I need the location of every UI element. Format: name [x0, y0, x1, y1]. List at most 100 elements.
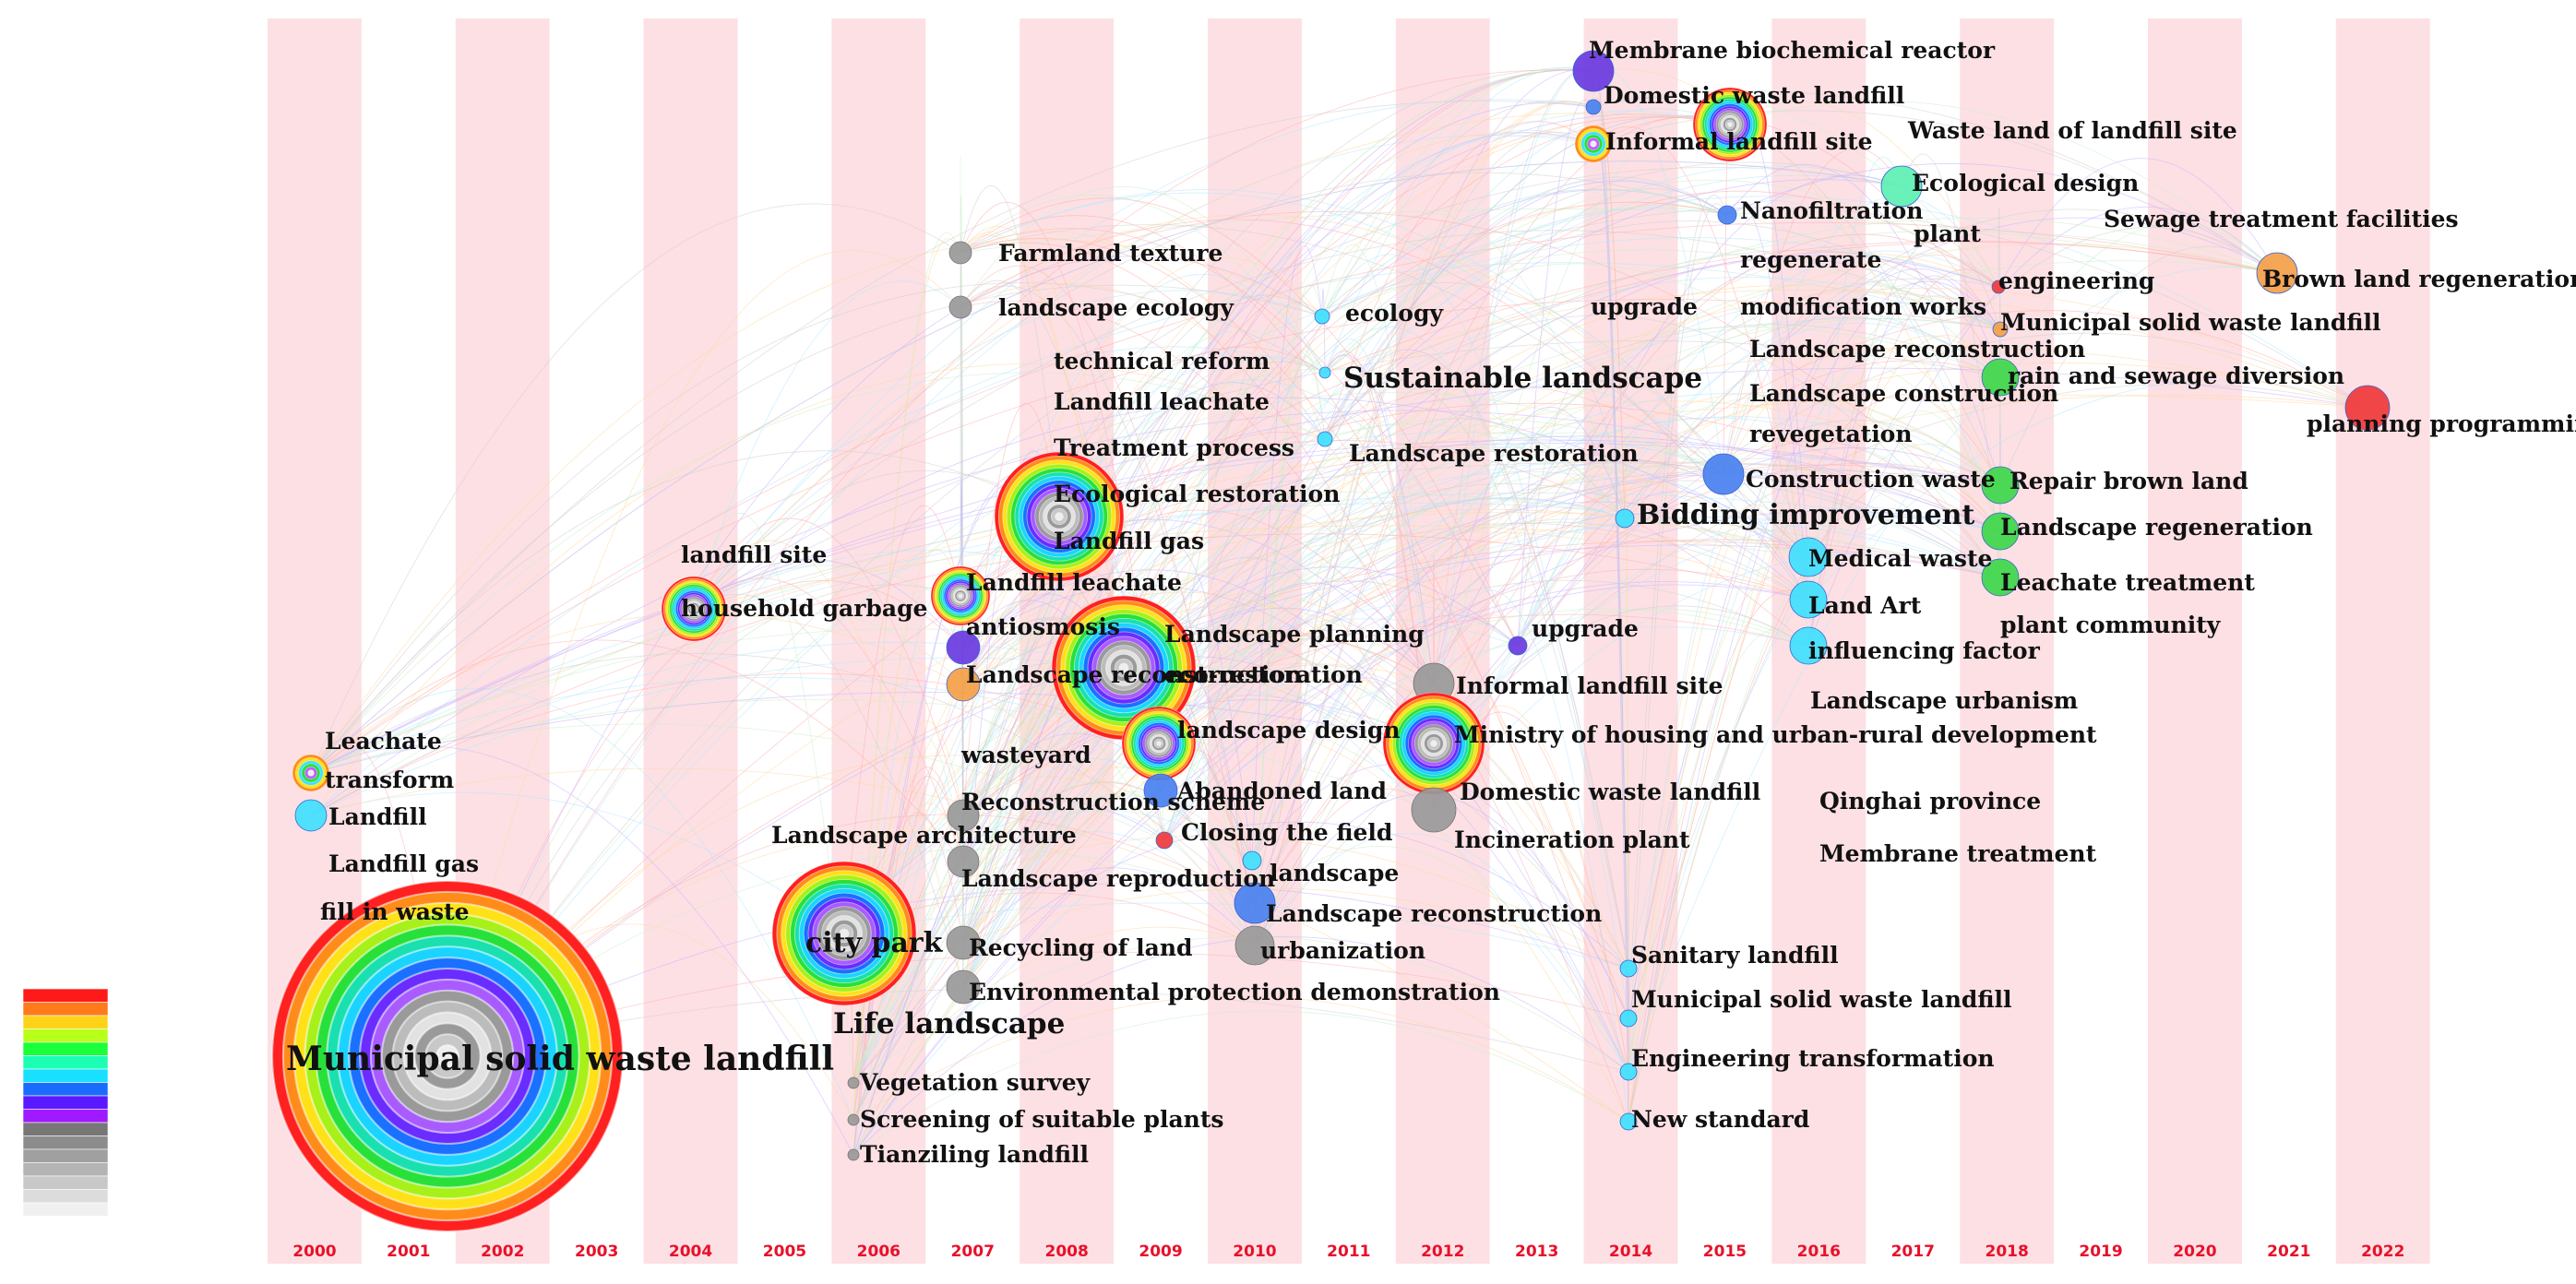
keyword-label: Brown land regeneration [2262, 266, 2576, 292]
keyword-node[interactable] [1992, 321, 2009, 338]
keyword-node[interactable] [1411, 787, 1457, 833]
link-line [1433, 506, 2001, 744]
link-line [960, 283, 1629, 1019]
legend-swatch [22, 1148, 109, 1163]
keyword-node[interactable] [1317, 431, 1333, 447]
keyword-node[interactable] [1121, 706, 1197, 781]
legend-swatch [22, 988, 109, 1003]
keyword-node[interactable] [1880, 165, 1923, 208]
link-line [310, 628, 1435, 774]
keyword-node[interactable] [270, 879, 625, 1233]
link-line [960, 192, 1809, 600]
keyword-node[interactable] [1051, 595, 1197, 741]
legend-swatch [22, 1015, 109, 1029]
keyword-label: revegetation [1749, 421, 1913, 447]
keyword-node[interactable] [1692, 87, 1768, 162]
link-line [1324, 240, 2278, 374]
keyword-node[interactable] [1619, 1009, 1638, 1028]
keyword-node[interactable] [946, 925, 981, 960]
keyword-node[interactable] [1789, 626, 1828, 665]
keyword-node[interactable] [1572, 50, 1615, 92]
keyword-node[interactable] [1143, 773, 1178, 808]
link-line [693, 112, 1731, 610]
link-line [1158, 501, 1809, 744]
keyword-node[interactable] [1619, 1063, 1638, 1081]
keyword-node[interactable] [1981, 358, 2020, 397]
keyword-node[interactable] [1981, 466, 2020, 505]
keyword-node[interactable] [847, 1148, 860, 1161]
keyword-node[interactable] [2344, 385, 2391, 431]
keyword-node[interactable] [1981, 558, 2020, 597]
keyword-node[interactable] [1234, 925, 1275, 966]
keyword-node[interactable] [1615, 508, 1635, 529]
keyword-label: Vegetation survey [859, 1069, 1091, 1096]
link-line [853, 579, 1809, 1156]
keyword-node[interactable] [1585, 99, 1602, 115]
keyword-node[interactable] [948, 241, 972, 265]
link-line [447, 250, 961, 1057]
keyword-node[interactable] [1981, 512, 2020, 551]
link-line [1324, 379, 1629, 969]
link-line [1123, 68, 1594, 669]
link-line [1324, 220, 2001, 374]
keyword-node[interactable] [946, 630, 981, 665]
keyword-label: Landfill gas [1054, 528, 1204, 554]
year-label-2021: 2021 [2267, 1242, 2310, 1261]
link-line [1628, 267, 2278, 1073]
keyword-node[interactable] [1702, 453, 1745, 495]
link-line [962, 440, 1724, 988]
keyword-node[interactable] [2256, 252, 2298, 294]
keyword-node[interactable] [947, 799, 980, 832]
link-line [693, 290, 1323, 610]
keyword-label: Domestic waste landfill [1604, 82, 1904, 109]
link-line [1160, 608, 1809, 791]
keyword-label: modification works [1740, 293, 1986, 320]
link-line [962, 346, 2368, 685]
keyword-node[interactable] [994, 451, 1125, 582]
keyword-node[interactable] [661, 576, 727, 642]
link-line [1628, 474, 1809, 1073]
keyword-node[interactable] [1242, 850, 1262, 871]
link-line [853, 995, 1629, 1123]
keyword-node[interactable] [1619, 1112, 1638, 1131]
link-line [960, 215, 1629, 1073]
link-line [853, 522, 1809, 1156]
keyword-node[interactable] [946, 969, 981, 1005]
keyword-node[interactable] [1508, 636, 1528, 656]
keyword-label: Screening of suitable plants [860, 1106, 1223, 1133]
keyword-node[interactable] [771, 861, 917, 1006]
link-line [1517, 250, 1999, 647]
keyword-node[interactable] [947, 845, 980, 878]
keyword-label: Incineration plant [1454, 826, 1690, 853]
keyword-node[interactable] [1155, 831, 1174, 850]
keyword-node[interactable] [1788, 537, 1829, 577]
keyword-node[interactable] [292, 754, 330, 792]
keyword-node[interactable] [294, 799, 328, 832]
keyword-node[interactable] [1314, 308, 1330, 325]
keyword-label: Landfill [328, 803, 427, 830]
link-line [1163, 474, 2001, 841]
link-line [853, 584, 1809, 1156]
link-line [853, 497, 1626, 1121]
link-line [1592, 90, 1999, 288]
keyword-node[interactable] [1234, 882, 1276, 924]
keyword-node[interactable] [1382, 692, 1485, 795]
year-band-2010 [1208, 18, 1302, 1264]
keyword-node[interactable] [1717, 205, 1737, 225]
keyword-node[interactable] [1789, 580, 1828, 619]
keyword-node[interactable] [1318, 366, 1331, 379]
keyword-node[interactable] [946, 667, 981, 702]
keyword-label: Recycling of land [969, 934, 1193, 961]
keyword-node[interactable] [847, 1076, 860, 1089]
keyword-node[interactable] [1574, 125, 1613, 163]
link-line [843, 458, 2001, 934]
keyword-node[interactable] [930, 565, 991, 626]
keyword-node[interactable] [948, 295, 972, 319]
link-line [1592, 97, 1626, 519]
keyword-node[interactable] [1991, 279, 2006, 294]
link-line [853, 256, 1323, 1084]
legend-swatch [22, 1002, 109, 1016]
link-line [310, 502, 2001, 774]
keyword-node[interactable] [847, 1113, 860, 1126]
keyword-node[interactable] [1619, 959, 1638, 978]
